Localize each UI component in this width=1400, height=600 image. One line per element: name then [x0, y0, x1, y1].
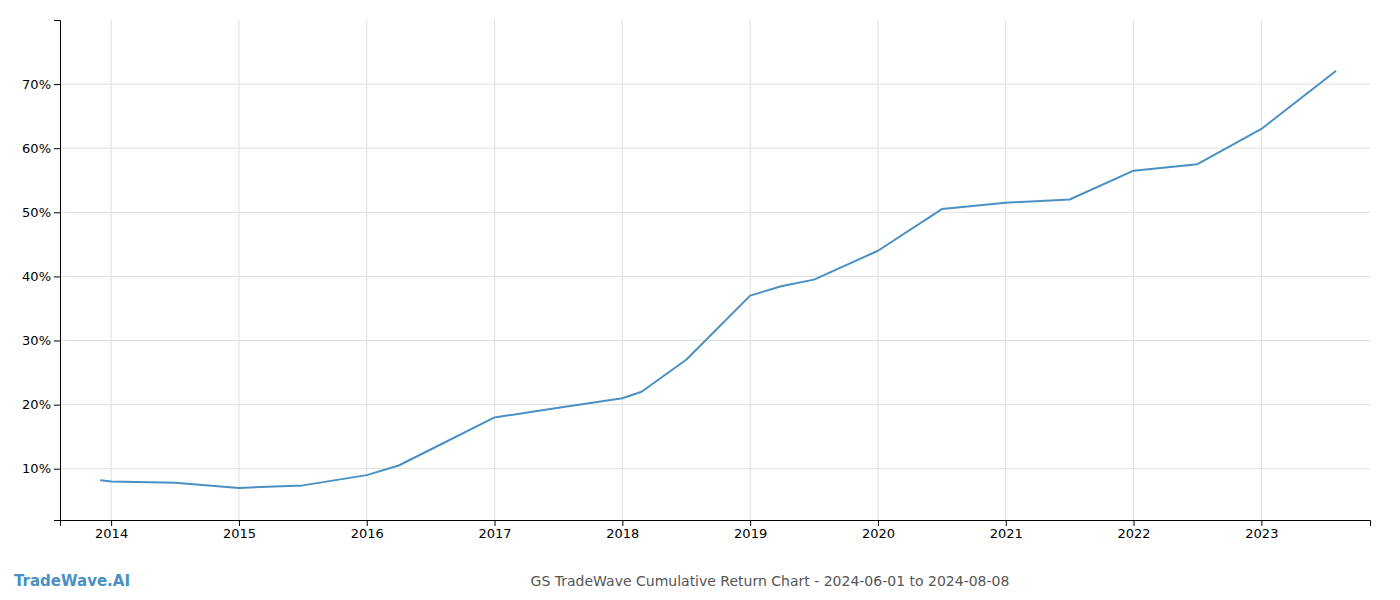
- plot: 2014 2015 2016 2017 2018 2019 2020 2021 2022 2023…: [22, 20, 1370, 541]
- tick: 2023: [1245, 520, 1278, 541]
- tick-mark: [54, 84, 60, 85]
- tick-mark: [367, 520, 368, 526]
- tick-label: 2022: [1118, 526, 1151, 541]
- marks: [101, 71, 1336, 488]
- tick-label: 60%: [22, 141, 51, 156]
- tick-mark: [54, 212, 60, 213]
- tick-label: 2019: [734, 526, 767, 541]
- tick-label: 2018: [606, 526, 639, 541]
- tick-mark: [622, 520, 623, 526]
- axis-line: [54, 21, 61, 521]
- tick: 50%: [22, 205, 60, 220]
- grid-line: [60, 340, 1370, 341]
- line: [101, 71, 1336, 488]
- grid-line: [750, 20, 751, 520]
- tick: 10%: [22, 461, 60, 476]
- grid-line: [60, 148, 1370, 149]
- grid-line: [111, 20, 112, 520]
- tick: 2018: [606, 520, 639, 541]
- tick-label: 10%: [22, 461, 51, 476]
- tick: 2020: [862, 520, 895, 541]
- tick-mark: [54, 148, 60, 149]
- annotation: TradeWave.AI: [14, 572, 130, 590]
- grid-line: [366, 20, 367, 520]
- tick: 2019: [734, 520, 767, 541]
- grid-line: [60, 212, 1370, 213]
- grid-line: [238, 20, 239, 520]
- tick-label: 50%: [22, 205, 51, 220]
- tick-mark: [239, 520, 240, 526]
- tick: 2022: [1118, 520, 1151, 541]
- grid-line: [60, 84, 1370, 85]
- grid-line: [60, 276, 1370, 277]
- tick: 20%: [22, 397, 60, 412]
- tick-mark: [111, 520, 112, 526]
- tick-mark: [54, 405, 60, 406]
- tick-label: 70%: [22, 77, 51, 92]
- tick: 2015: [223, 520, 256, 541]
- tick-label: 2023: [1245, 526, 1278, 541]
- y-axis: 10% 20% 30% 40% 50% 60% 70%: [22, 21, 60, 521]
- grid-line: [877, 20, 878, 520]
- tick-label: 2021: [990, 526, 1023, 541]
- tick: 30%: [22, 333, 60, 348]
- grid-line: [60, 468, 1370, 469]
- tick: 2017: [478, 520, 511, 541]
- axis-line: [61, 521, 1371, 527]
- tick: 70%: [22, 77, 60, 92]
- tick: 2016: [351, 520, 384, 541]
- grid-line: [622, 20, 623, 520]
- tick: 60%: [22, 141, 60, 156]
- tick-label: 2014: [95, 526, 128, 541]
- tick: 2021: [990, 520, 1023, 541]
- tick-label: 2015: [223, 526, 256, 541]
- tick-mark: [1261, 520, 1262, 526]
- chart: 2014 2015 2016 2017 2018 2019 2020 2021 2022 2023…: [0, 0, 1400, 600]
- grid-line: [1261, 20, 1262, 520]
- tick: 40%: [22, 269, 60, 284]
- tick-mark: [54, 341, 60, 342]
- tick-label: 2016: [351, 526, 384, 541]
- tick-mark: [1006, 520, 1007, 526]
- tick-mark: [750, 520, 751, 526]
- tick-label: 30%: [22, 333, 51, 348]
- grid-line: [1005, 20, 1006, 520]
- grid-line: [1133, 20, 1134, 520]
- tick-label: 40%: [22, 269, 51, 284]
- tick-mark: [54, 469, 60, 470]
- grid-line: [494, 20, 495, 520]
- tick-mark: [54, 276, 60, 277]
- grid-line: [60, 404, 1370, 405]
- tick: 2014: [95, 520, 128, 541]
- tick-mark: [495, 520, 496, 526]
- title: GS TradeWave Cumulative Return Chart - 2…: [531, 573, 1010, 589]
- tick-label: 2017: [478, 526, 511, 541]
- x-axis: 2014 2015 2016 2017 2018 2019 2020 2021 2022 2023: [61, 520, 1371, 541]
- tick-mark: [878, 520, 879, 526]
- tick-mark: [1134, 520, 1135, 526]
- tick-label: 2020: [862, 526, 895, 541]
- tick-label: 20%: [22, 397, 51, 412]
- grid: [60, 20, 1370, 520]
